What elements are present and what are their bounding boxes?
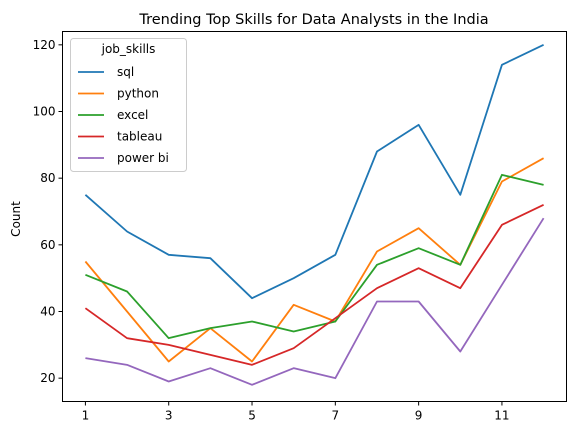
x-tick-label: 7 [332,409,340,423]
y-tick-label: 40 [40,305,55,319]
series-line-python [85,158,543,361]
legend-label: sql [117,65,134,79]
legend-label: python [117,87,159,101]
chart-title: Trending Top Skills for Data Analysts in… [138,12,488,28]
legend-title: job_skills [101,42,156,56]
legend: job_skills sql python excel tableau power bi [71,39,187,172]
x-tick-label: 5 [248,409,256,423]
y-tick-label: 120 [33,38,56,52]
series-line-tableau [85,205,543,365]
legend-label: excel [117,108,148,122]
y-tick-label: 80 [40,171,55,185]
series-line-power-bi [85,218,543,385]
x-tick-label: 3 [165,409,173,423]
y-axis-label: Count [9,201,23,237]
legend-label: tableau [117,130,162,144]
y-tick-label: 60 [40,238,55,252]
x-tick-label: 1 [82,409,90,423]
x-tick-label: 9 [415,409,423,423]
x-tick-label: 11 [494,409,509,423]
legend-label: power bi [117,151,169,165]
x-axis: 1 3 5 7 9 11 [82,402,510,423]
y-tick-label: 20 [40,371,55,385]
y-tick-label: 100 [33,105,56,119]
y-axis: 20 40 60 80 100 120 [33,38,63,385]
